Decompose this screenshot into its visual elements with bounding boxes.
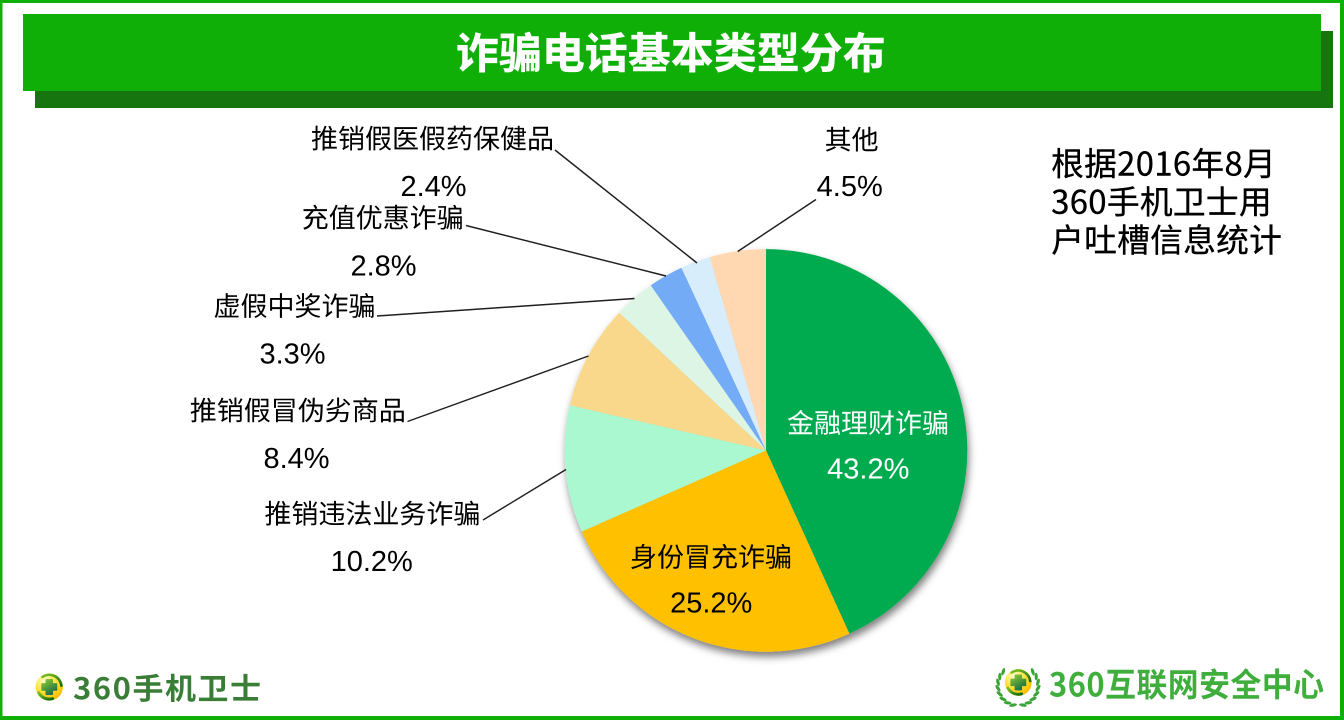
svg-text:3.3%: 3.3% — [259, 339, 325, 371]
svg-text:4.5%: 4.5% — [817, 171, 883, 203]
svg-text:43.2%: 43.2% — [827, 454, 909, 486]
svg-text:2.8%: 2.8% — [350, 250, 416, 282]
svg-text:2.4%: 2.4% — [400, 171, 466, 203]
svg-text:8.4%: 8.4% — [263, 443, 329, 475]
svg-text:10.2%: 10.2% — [331, 546, 413, 578]
svg-text:25.2%: 25.2% — [670, 587, 752, 619]
